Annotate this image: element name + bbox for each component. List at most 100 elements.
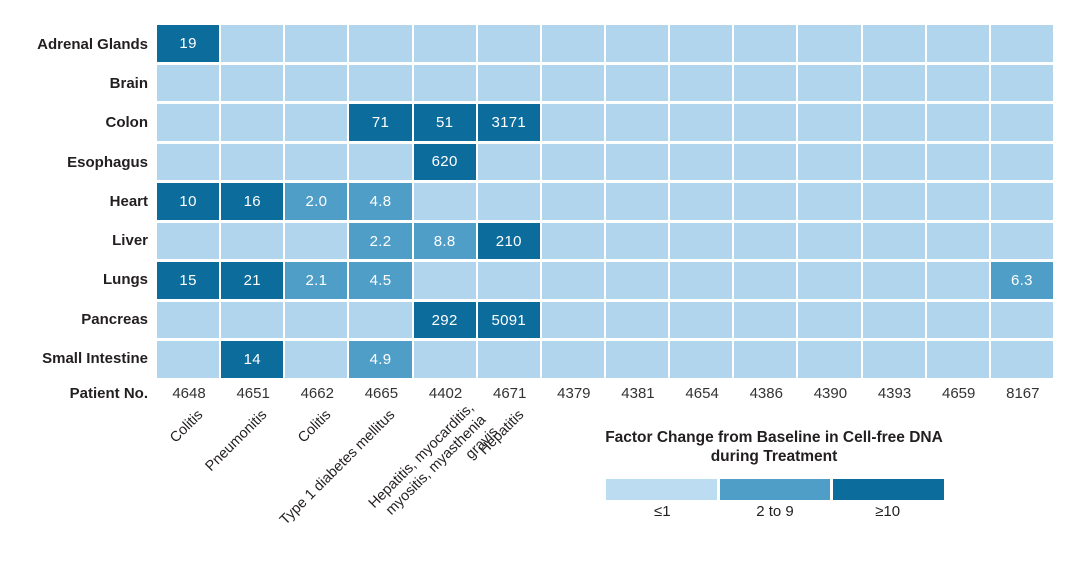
heatmap-cell [670,262,733,299]
heatmap-cell [349,64,412,102]
row-label-heart: Heart [109,192,148,210]
heatmap-cell [926,104,989,141]
heatmap-cell [541,25,604,62]
heatmap-cell [926,341,989,378]
legend-title-line2: during Treatment [710,448,838,465]
heatmap-cell [862,25,925,62]
heatmap-cell [605,25,669,62]
heatmap-cell: 2.2 [349,222,412,260]
heatmap-cell [541,262,604,299]
legend-swatch-ge10 [833,479,945,500]
heatmap-cell: 19 [157,25,220,62]
heatmap-cell [990,301,1053,339]
heatmap-cell [670,143,733,181]
heatmap-cell [157,341,220,378]
row-label-brain: Brain [109,75,148,93]
legend-swatch-2to9 [719,479,831,500]
heatmap-cell [285,341,348,378]
patient-number-4662: 4662 [300,384,334,402]
heatmap-cell [862,341,925,378]
heatmap-cell [477,25,540,62]
heatmap-cell [798,222,861,260]
heatmap-cell [285,301,348,339]
heatmap-cell [221,222,284,260]
heatmap-cell [541,143,604,181]
heatmap-cell [862,262,925,299]
heatmap-cell [990,64,1053,102]
legend-color-bar [606,479,945,500]
heatmap-cell: 620 [413,143,476,181]
heatmap-cell [926,25,989,62]
heatmap-cell: 292 [413,301,476,339]
patient-number-4402: 4402 [428,384,463,402]
heatmap-cell [413,262,476,299]
row-label-adrenal-glands: Adrenal Glands [37,36,148,53]
heatmap-cell [285,104,348,141]
heatmap-cell: 4.8 [349,183,412,220]
legend-label-ge10: ≥10 [875,503,901,520]
heatmap-cell [734,143,797,181]
heatmap-cell [285,143,348,181]
heatmap-cell [990,341,1053,378]
heatmap-cell [862,222,925,260]
heatmap-cell [670,222,733,260]
heatmap-cell [157,143,220,181]
heatmap-cell [990,143,1053,181]
heatmap-cell: 2.0 [285,183,348,220]
heatmap-cell: 5091 [477,301,540,339]
heatmap-cell [477,64,540,102]
legend-label-le1: ≤1 [654,503,671,520]
heatmap-cell [862,104,925,141]
heatmap-cell [477,262,540,299]
heatmap-cell [990,104,1053,141]
patient-number-4390: 4390 [813,384,848,402]
heatmap-cell [670,183,733,220]
heatmap-cell [862,183,925,220]
patient-number-4393: 4393 [877,384,912,402]
heatmap-cell [413,25,476,62]
patient-number-4665: 4665 [364,384,399,402]
heatmap-grid: 19 71 51 3171 620 10 16 2.0 4.8 2.2 8.8 210 15 21 2.1 4… [157,25,1053,378]
heatmap-cell [734,301,797,339]
heatmap-cell [798,104,861,141]
legend-swatch-le1 [606,479,717,500]
heatmap-cell [926,262,989,299]
heatmap-cell [798,64,861,102]
heatmap-cell [605,183,669,220]
heatmap-cell [157,64,220,102]
heatmap-cell [221,301,284,339]
heatmap-cell [541,341,604,378]
heatmap-cell [926,64,989,102]
heatmap-cell: 4.9 [349,341,412,378]
heatmap-cell [862,143,925,181]
heatmap-cell [221,25,284,62]
patient-number-4651: 4651 [236,384,270,402]
heatmap-cell [798,143,861,181]
patient-no-axis-label: Patient No. [69,384,148,402]
heatmap-cell [157,301,220,339]
heatmap-cell [541,104,604,141]
heatmap-cell: 51 [413,104,476,141]
heatmap-cell: 210 [477,222,540,260]
heatmap-cell [734,64,797,102]
heatmap-cell: 21 [221,262,284,299]
heatmap-cell: 3171 [477,104,540,141]
heatmap-cell [605,104,669,141]
heatmap-cell [990,25,1053,62]
heatmap-cell [477,183,540,220]
heatmap-cell: 6.3 [990,262,1053,299]
heatmap-cell [734,183,797,220]
heatmap-cell: 8.8 [413,222,476,260]
heatmap-cell [605,143,669,181]
heatmap-cell: 4.5 [349,262,412,299]
heatmap-cell [670,104,733,141]
heatmap-cell [477,341,540,378]
heatmap-cell [157,222,220,260]
heatmap-cell [926,183,989,220]
patient-number-4386: 4386 [749,384,783,402]
heatmap-cell [541,222,604,260]
heatmap-cell [926,301,989,339]
heatmap-cell [798,25,861,62]
heatmap-cell [349,143,412,181]
